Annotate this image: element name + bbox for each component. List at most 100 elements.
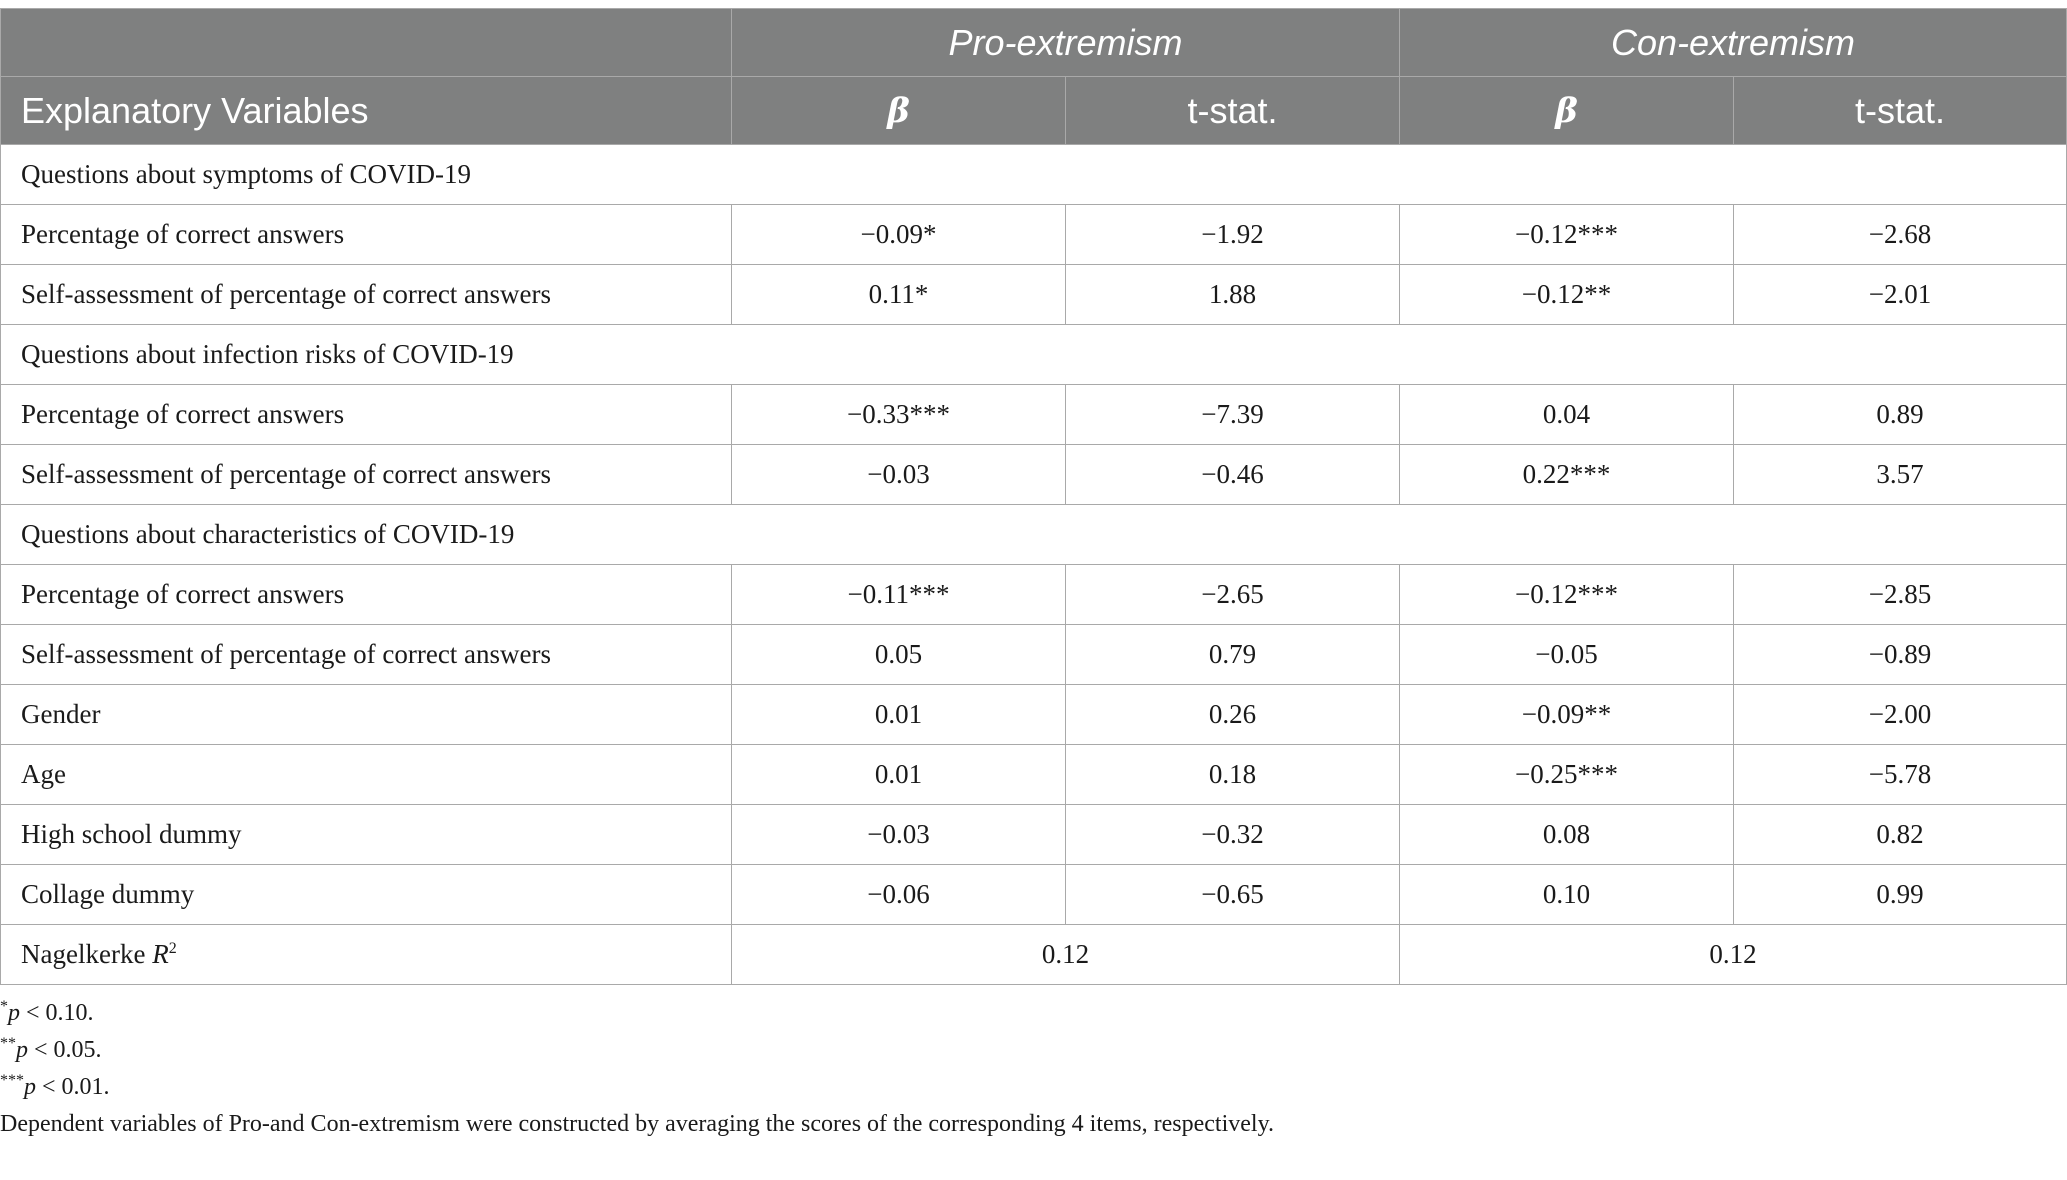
row-label: High school dummy bbox=[0, 804, 732, 865]
table-row: Age 0.01 0.18 −0.25*** −5.78 bbox=[0, 744, 2067, 805]
pro-tstat-cell: −7.39 bbox=[1065, 384, 1400, 445]
table-row: Self-assessment of percentage of correct… bbox=[0, 444, 2067, 505]
column-header-con-tstat: t-stat. bbox=[1732, 76, 2067, 145]
column-header-row: Explanatory Variables β t-stat. β t-stat… bbox=[0, 76, 2067, 145]
pro-beta-cell: −0.33*** bbox=[731, 384, 1066, 445]
note-line: **p < 0.05. bbox=[0, 1032, 2067, 1069]
pro-tstat-cell: 1.88 bbox=[1065, 264, 1400, 325]
note-stars: ** bbox=[0, 1035, 16, 1052]
con-beta-cell: 0.08 bbox=[1399, 804, 1734, 865]
section-title: Questions about symptoms of COVID-19 bbox=[0, 144, 2067, 205]
fit-label: Nagelkerke R2 bbox=[0, 924, 732, 985]
column-header-variables: Explanatory Variables bbox=[0, 76, 732, 145]
note-p: p bbox=[8, 1000, 20, 1026]
note-rest: < 0.10. bbox=[20, 1000, 94, 1026]
table-header: Pro-extremism Con-extremism Explanatory … bbox=[0, 8, 2067, 145]
pro-tstat-cell: 0.26 bbox=[1065, 684, 1400, 745]
table-row: Percentage of correct answers −0.33*** −… bbox=[0, 384, 2067, 445]
con-beta-cell: −0.12*** bbox=[1399, 204, 1734, 265]
table-row: Self-assessment of percentage of correct… bbox=[0, 624, 2067, 685]
row-label: Collage dummy bbox=[0, 864, 732, 925]
con-beta-cell: −0.05 bbox=[1399, 624, 1734, 685]
empty-header-cell bbox=[0, 8, 732, 77]
con-tstat-cell: −2.85 bbox=[1732, 564, 2067, 625]
row-label: Self-assessment of percentage of correct… bbox=[0, 444, 732, 505]
con-beta-cell: 0.04 bbox=[1399, 384, 1734, 445]
note-text: Dependent variables of Pro-and Con-extre… bbox=[0, 1111, 1275, 1137]
pro-beta-cell: −0.09* bbox=[731, 204, 1066, 265]
con-tstat-cell: −0.89 bbox=[1732, 624, 2067, 685]
note-rest: < 0.05. bbox=[28, 1037, 102, 1063]
pro-tstat-cell: 0.18 bbox=[1065, 744, 1400, 805]
pro-beta-cell: −0.06 bbox=[731, 864, 1066, 925]
con-tstat-cell: −5.78 bbox=[1732, 744, 2067, 805]
group-header-pro: Pro-extremism bbox=[731, 8, 1400, 77]
pro-fit-cell: 0.12 bbox=[731, 924, 1400, 985]
con-tstat-cell: 3.57 bbox=[1732, 444, 2067, 505]
pro-tstat-cell: −1.92 bbox=[1065, 204, 1400, 265]
pro-tstat-cell: −0.65 bbox=[1065, 864, 1400, 925]
fit-row: Nagelkerke R2 0.12 0.12 bbox=[0, 924, 2067, 985]
pro-tstat-cell: −2.65 bbox=[1065, 564, 1400, 625]
fit-power: 2 bbox=[168, 940, 177, 957]
section-title: Questions about infection risks of COVID… bbox=[0, 324, 2067, 385]
note-rest: < 0.01. bbox=[36, 1074, 110, 1100]
column-header-con-beta: β bbox=[1399, 76, 1734, 145]
table-row: Percentage of correct answers −0.09* −1.… bbox=[0, 204, 2067, 265]
con-tstat-cell: 0.82 bbox=[1732, 804, 2067, 865]
table-row: High school dummy −0.03 −0.32 0.08 0.82 bbox=[0, 804, 2067, 865]
pro-beta-cell: −0.11*** bbox=[731, 564, 1066, 625]
note-p: p bbox=[24, 1074, 36, 1100]
table-body: Questions about symptoms of COVID-19 Per… bbox=[0, 144, 2067, 985]
pro-beta-cell: −0.03 bbox=[731, 804, 1066, 865]
pro-beta-cell: 0.01 bbox=[731, 744, 1066, 805]
con-tstat-cell: −2.00 bbox=[1732, 684, 2067, 745]
table-notes: *p < 0.10. **p < 0.05. ***p < 0.01. Depe… bbox=[0, 995, 2067, 1143]
table-row: Percentage of correct answers −0.11*** −… bbox=[0, 564, 2067, 625]
con-tstat-cell: −2.68 bbox=[1732, 204, 2067, 265]
con-beta-cell: −0.12** bbox=[1399, 264, 1734, 325]
pro-tstat-cell: −0.32 bbox=[1065, 804, 1400, 865]
section-title: Questions about characteristics of COVID… bbox=[0, 504, 2067, 565]
note-line: *p < 0.10. bbox=[0, 995, 2067, 1032]
con-tstat-cell: 0.99 bbox=[1732, 864, 2067, 925]
group-header-row: Pro-extremism Con-extremism bbox=[0, 8, 2067, 77]
table-row: Gender 0.01 0.26 −0.09** −2.00 bbox=[0, 684, 2067, 745]
note-stars: *** bbox=[0, 1072, 24, 1089]
pro-beta-cell: 0.11* bbox=[731, 264, 1066, 325]
con-beta-cell: 0.22*** bbox=[1399, 444, 1734, 505]
row-label: Age bbox=[0, 744, 732, 805]
con-beta-cell: −0.25*** bbox=[1399, 744, 1734, 805]
column-header-pro-tstat: t-stat. bbox=[1065, 76, 1400, 145]
section-row: Questions about characteristics of COVID… bbox=[0, 504, 2067, 565]
pro-beta-cell: −0.03 bbox=[731, 444, 1066, 505]
row-label: Percentage of correct answers bbox=[0, 204, 732, 265]
con-beta-cell: −0.12*** bbox=[1399, 564, 1734, 625]
row-label: Gender bbox=[0, 684, 732, 745]
column-header-pro-beta: β bbox=[731, 76, 1066, 145]
row-label: Self-assessment of percentage of correct… bbox=[0, 624, 732, 685]
section-row: Questions about symptoms of COVID-19 bbox=[0, 144, 2067, 205]
pro-beta-cell: 0.05 bbox=[731, 624, 1066, 685]
con-fit-cell: 0.12 bbox=[1398, 924, 2067, 985]
table-row: Collage dummy −0.06 −0.65 0.10 0.99 bbox=[0, 864, 2067, 925]
con-tstat-cell: 0.89 bbox=[1732, 384, 2067, 445]
note-line: ***p < 0.01. bbox=[0, 1069, 2067, 1106]
row-label: Percentage of correct answers bbox=[0, 384, 732, 445]
section-row: Questions about infection risks of COVID… bbox=[0, 324, 2067, 385]
row-label: Self-assessment of percentage of correct… bbox=[0, 264, 732, 325]
note-p: p bbox=[16, 1037, 28, 1063]
regression-table: Pro-extremism Con-extremism Explanatory … bbox=[0, 8, 2067, 985]
fit-symbol: R bbox=[152, 939, 169, 969]
con-beta-cell: 0.10 bbox=[1399, 864, 1734, 925]
pro-tstat-cell: −0.46 bbox=[1065, 444, 1400, 505]
pro-tstat-cell: 0.79 bbox=[1065, 624, 1400, 685]
regression-table-container: Pro-extremism Con-extremism Explanatory … bbox=[0, 8, 2067, 1143]
note-stars: * bbox=[0, 998, 8, 1015]
pro-beta-cell: 0.01 bbox=[731, 684, 1066, 745]
con-beta-cell: −0.09** bbox=[1399, 684, 1734, 745]
table-row: Self-assessment of percentage of correct… bbox=[0, 264, 2067, 325]
group-header-con: Con-extremism bbox=[1398, 8, 2067, 77]
fit-label-text: Nagelkerke bbox=[21, 939, 146, 969]
row-label: Percentage of correct answers bbox=[0, 564, 732, 625]
